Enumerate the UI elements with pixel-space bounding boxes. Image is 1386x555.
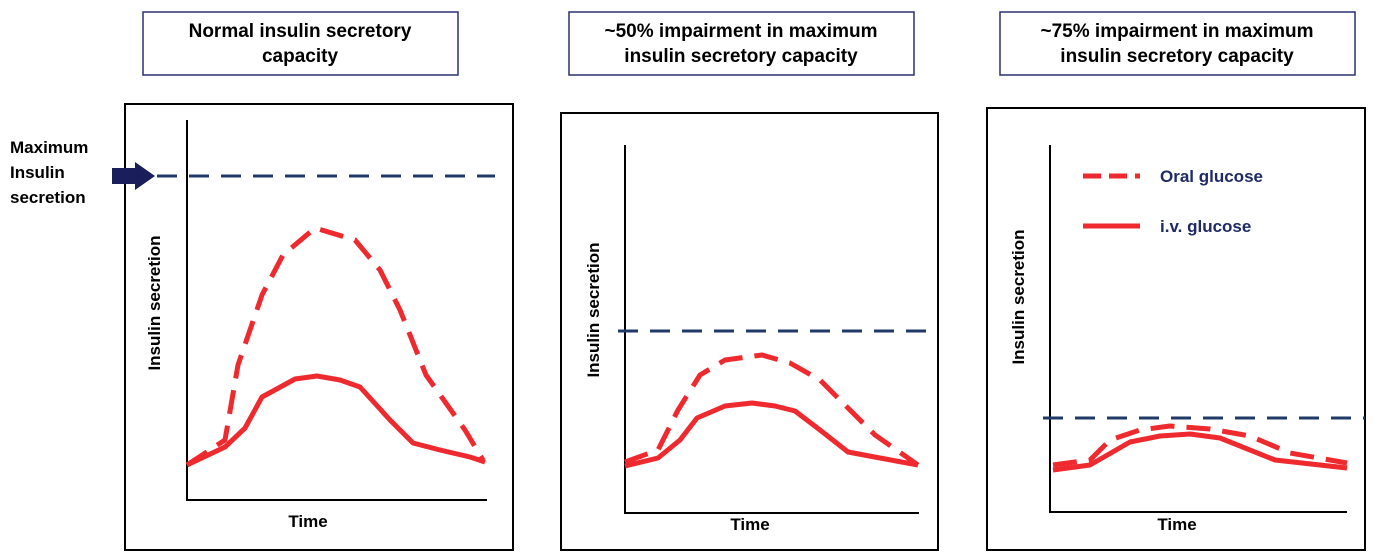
oral-curve: [185, 225, 486, 468]
iv-curve: [1052, 431, 1348, 473]
iv-curve: [624, 400, 919, 469]
arrow: [112, 162, 155, 190]
legend-label: i.v. glucose: [1160, 217, 1251, 236]
annotation: secretion: [10, 188, 86, 207]
title-box: [568, 11, 915, 76]
panel-title: ~50% impairment in maximum: [605, 21, 878, 42]
axes: [1049, 145, 1347, 513]
annotation: Insulin: [10, 163, 65, 182]
x-label: Time: [288, 512, 327, 531]
title-box: [999, 11, 1356, 76]
panel-title: ~75% impairment in maximum: [1041, 21, 1314, 42]
annotation: Maximum: [10, 138, 88, 157]
panel-title: insulin secretory capacity: [624, 46, 858, 67]
panel-title: Normal insulin secretory: [189, 21, 412, 42]
oral-curve: [624, 352, 920, 468]
panel-frame: [124, 103, 514, 551]
panel-title: insulin secretory capacity: [1060, 46, 1294, 67]
iv-curve: [185, 373, 486, 468]
axes: [186, 120, 487, 501]
title-box: [142, 11, 459, 76]
y-label: Insulin secretion: [1009, 229, 1028, 364]
panel-frame: [986, 107, 1366, 551]
y-label: Insulin secretion: [145, 235, 164, 370]
y-label: Insulin secretion: [584, 242, 603, 377]
x-label: Time: [1157, 515, 1196, 534]
oral-curve: [1052, 423, 1348, 468]
axes: [624, 145, 919, 514]
legend-label: Oral glucose: [1160, 167, 1263, 186]
x-label: Time: [730, 515, 769, 534]
panel-frame: [560, 112, 939, 551]
panel-title: capacity: [262, 46, 338, 67]
